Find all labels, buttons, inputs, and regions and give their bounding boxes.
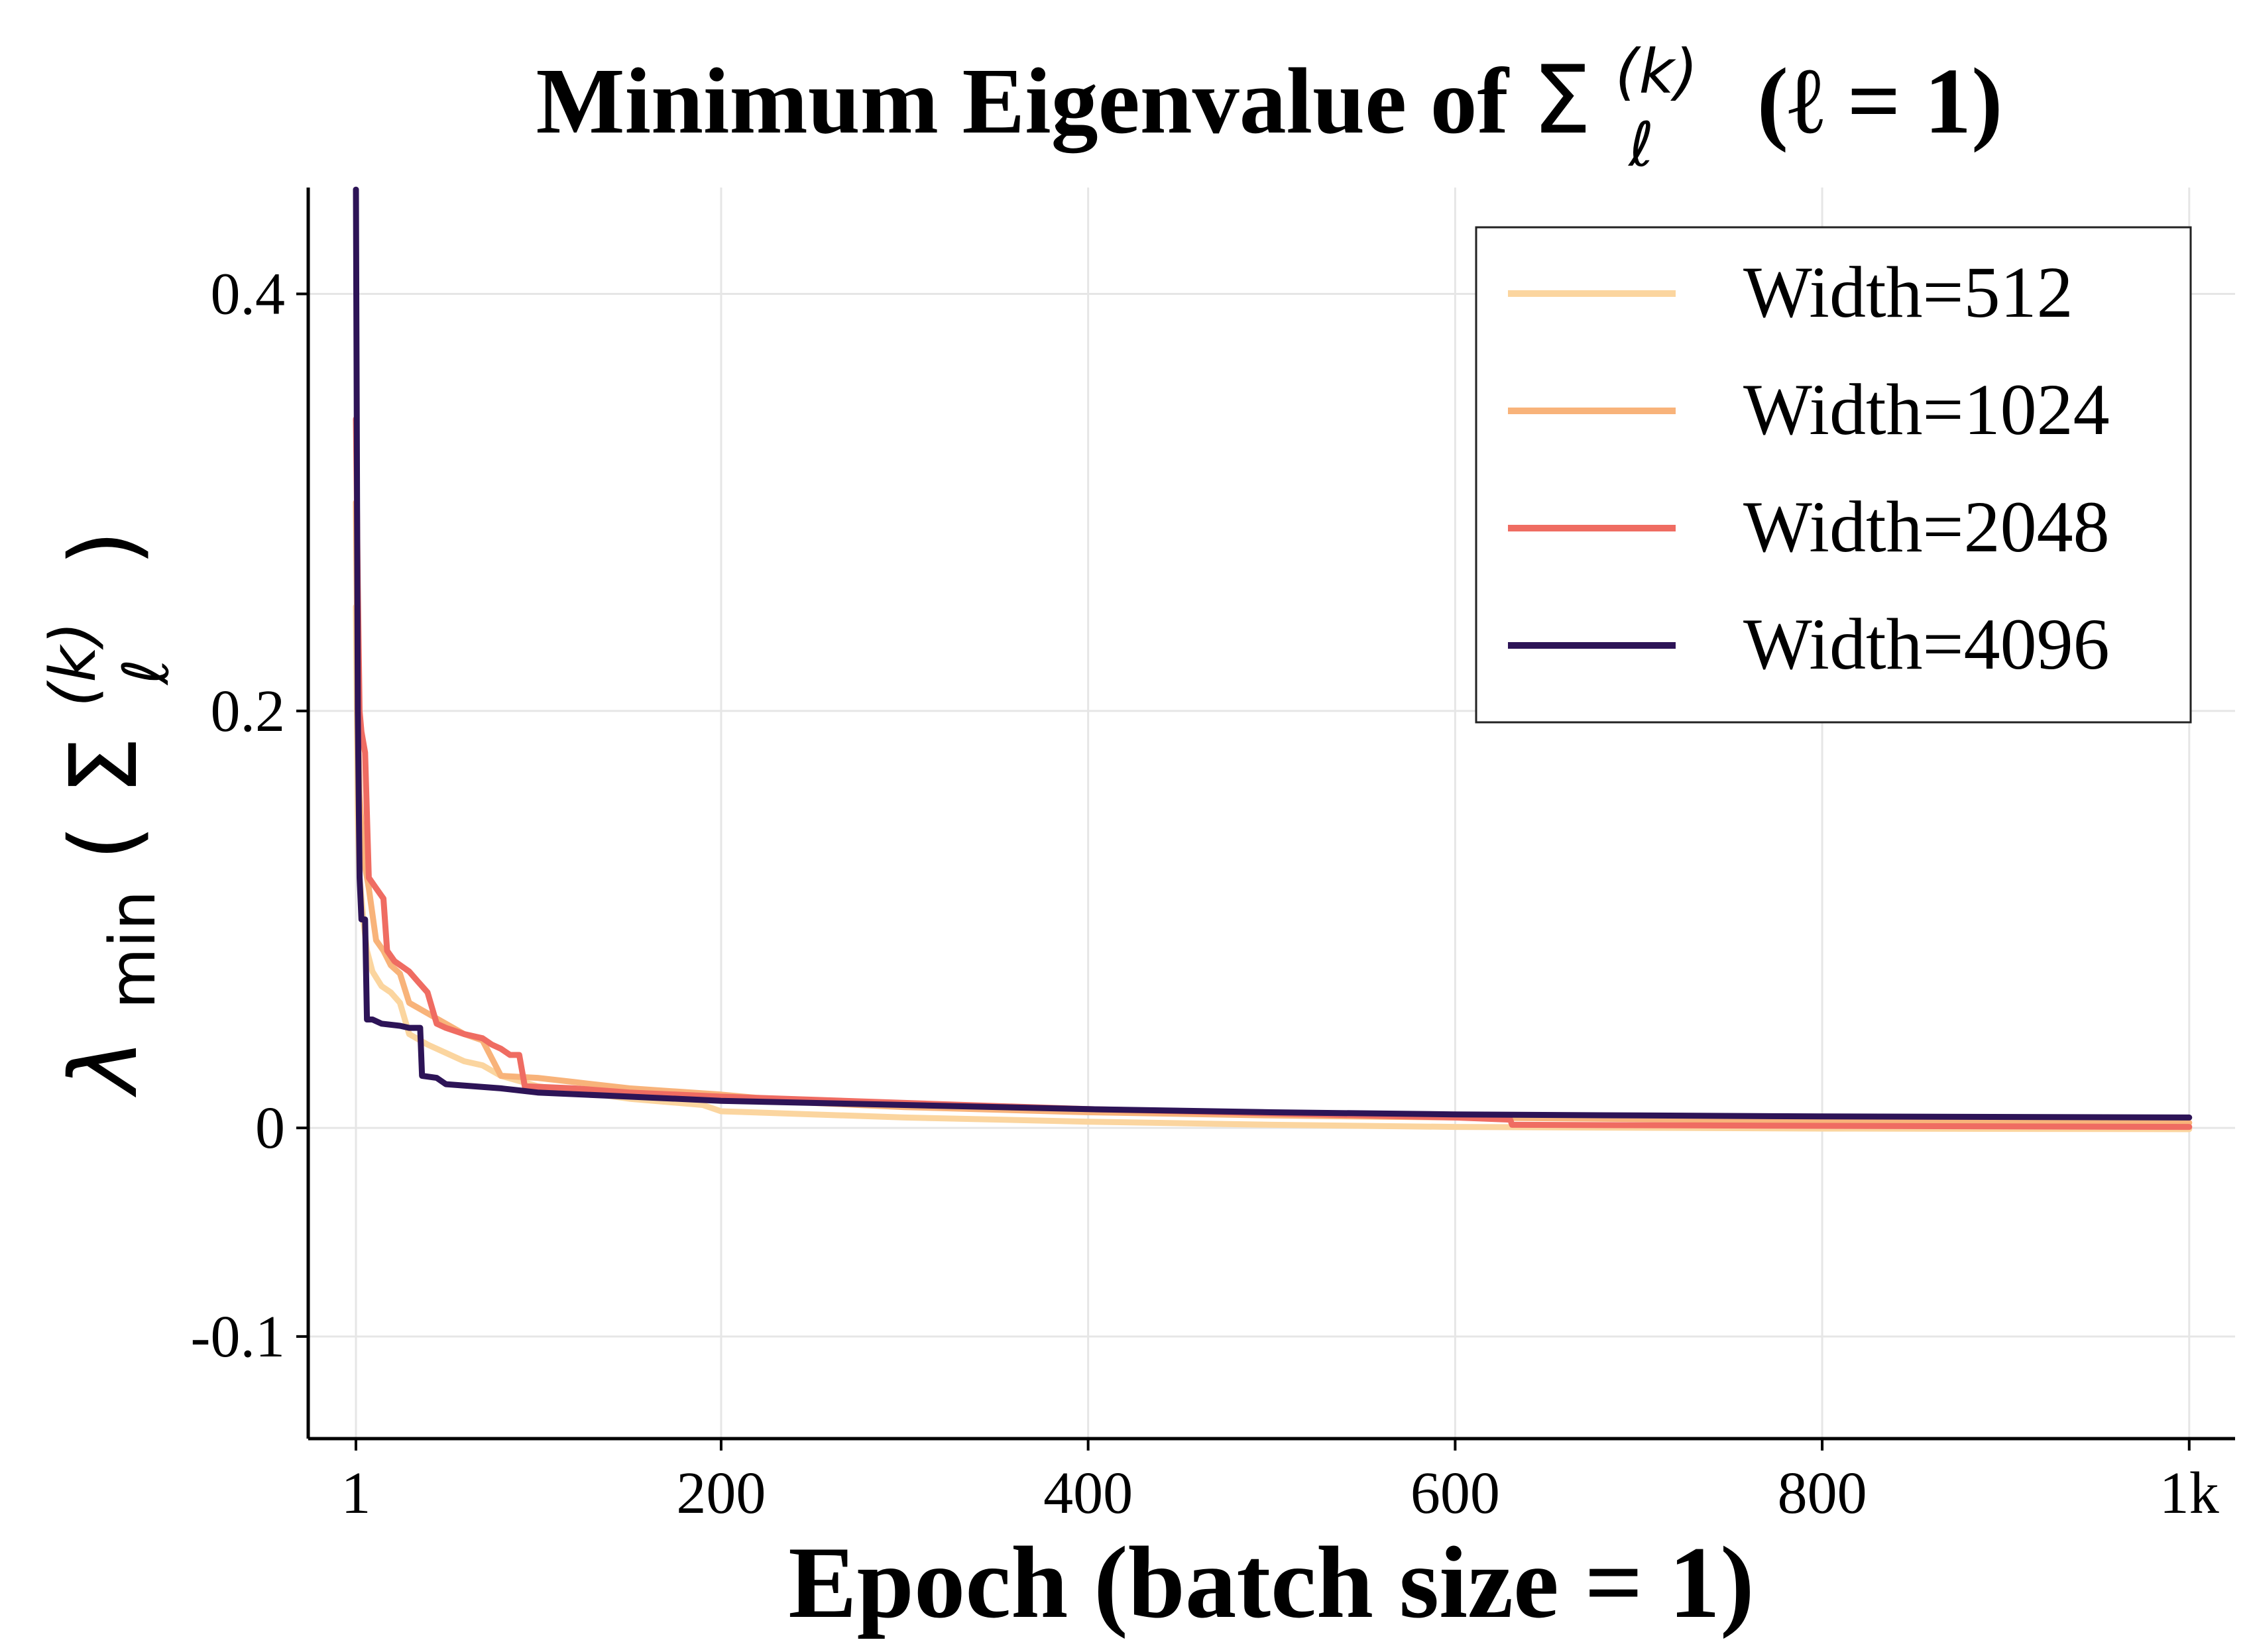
ylabel-lambda: λ <box>50 1038 158 1098</box>
y-ticks: 0.4 0.2 0 -0.1 <box>191 261 308 1370</box>
legend-label: Width=1024 <box>1743 369 2110 450</box>
legend-label: Width=4096 <box>1743 604 2110 685</box>
ylabel-close: ) <box>50 530 158 567</box>
ylabel-sigma: Σ <box>50 736 158 795</box>
x-tick-label: 200 <box>676 1460 766 1526</box>
y-tick-label: 0.4 <box>211 261 286 327</box>
y-tick-label: 0 <box>255 1095 285 1161</box>
legend-label: Width=2048 <box>1743 486 2110 567</box>
x-tick-label: 600 <box>1411 1460 1500 1526</box>
ylabel-subscript: ℓ <box>110 659 183 686</box>
x-tick-label: 1 <box>341 1460 371 1526</box>
y-axis-label: λ min ( Σ (k) ℓ ) <box>9 530 190 1098</box>
y-tick-label: -0.1 <box>191 1304 285 1370</box>
title-sigma: Σ <box>1532 46 1591 155</box>
series-line-4 <box>353 186 2193 1121</box>
ylabel-open: ( <box>50 824 158 861</box>
legend: Width=512 Width=1024 Width=2048 Width=4096 <box>1475 226 2192 724</box>
ylabel-superscript: (k) <box>37 622 110 707</box>
x-tick-label: 800 <box>1778 1460 1867 1526</box>
chart-title: Minimum Eigenvalue of Σ (k) ℓ (ℓ = 1) <box>536 9 2003 186</box>
x-tick-label: 1k <box>2160 1460 2219 1526</box>
x-axis-label: Epoch (batch size = 1) <box>788 1525 1754 1639</box>
title-subscript: ℓ <box>1627 109 1654 180</box>
title-suffix: (ℓ = 1) <box>1757 48 2003 153</box>
y-tick-label: 0.2 <box>211 679 286 744</box>
legend-box <box>1475 226 2192 724</box>
ylabel-sub: min <box>97 891 170 1009</box>
series-layer <box>353 186 2193 1132</box>
x-ticks: 1 200 400 600 800 1k <box>341 1439 2219 1526</box>
legend-label: Width=512 <box>1743 252 2073 333</box>
title-prefix: Minimum Eigenvalue of <box>536 48 1532 153</box>
x-tick-label: 400 <box>1043 1460 1133 1526</box>
title-superscript: (k) <box>1615 36 1698 107</box>
